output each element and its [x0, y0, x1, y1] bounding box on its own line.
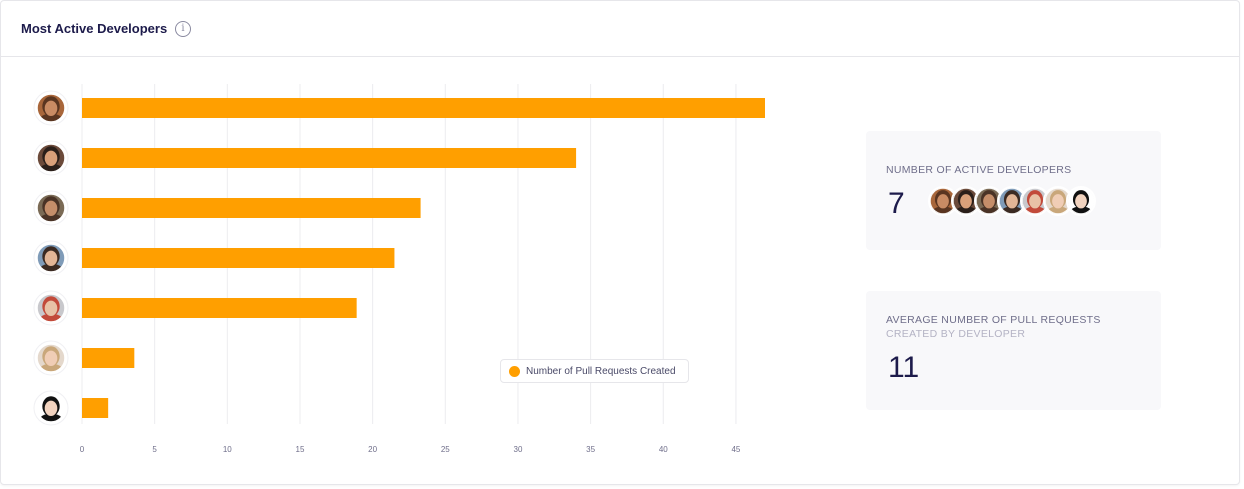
- developer-avatar[interactable]: [999, 188, 1025, 214]
- bar[interactable]: [82, 298, 357, 318]
- info-icon[interactable]: i: [175, 21, 191, 37]
- developer-avatar[interactable]: [1068, 188, 1094, 214]
- card-header: Most Active Developers i: [1, 1, 1239, 57]
- bar[interactable]: [82, 398, 109, 418]
- average-pull-requests-label: AVERAGE NUMBER OF PULL REQUESTS: [886, 314, 1101, 326]
- bar-chart: 0 5 10 15 20 25 30 35 40 45: [33, 84, 765, 454]
- average-pull-requests-sublabel: CREATED BY DEVELOPER: [886, 328, 1026, 340]
- active-developer-avatar[interactable]: [1066, 186, 1096, 216]
- developer-avatar[interactable]: [36, 143, 66, 178]
- x-tick-label: 40: [659, 445, 668, 454]
- chart-legend[interactable]: Number of Pull Requests Created: [500, 359, 689, 383]
- developer-avatar[interactable]: [36, 243, 66, 278]
- developer-avatar[interactable]: [36, 193, 66, 228]
- x-tick-label: 15: [296, 445, 305, 454]
- x-tick-label: 45: [731, 445, 740, 454]
- active-developers-label: NUMBER OF ACTIVE DEVELOPERS: [886, 164, 1072, 176]
- bar[interactable]: [82, 98, 765, 118]
- bar[interactable]: [82, 148, 577, 168]
- bar[interactable]: [82, 198, 421, 218]
- card-title: Most Active Developers: [21, 21, 168, 36]
- x-tick-label: 20: [368, 445, 377, 454]
- developer-avatar[interactable]: [36, 393, 66, 428]
- active-developer-avatar[interactable]: [997, 186, 1027, 216]
- active-developer-avatar[interactable]: [1043, 186, 1073, 216]
- x-tick-label: 30: [514, 445, 523, 454]
- bar[interactable]: [82, 248, 395, 268]
- developer-avatar[interactable]: [36, 343, 66, 378]
- developer-avatar[interactable]: [36, 293, 66, 328]
- active-developer-avatar[interactable]: [974, 186, 1004, 216]
- active-developers-card: NUMBER OF ACTIVE DEVELOPERS 7: [866, 131, 1161, 250]
- x-tick-label: 25: [441, 445, 450, 454]
- average-pull-requests-card: AVERAGE NUMBER OF PULL REQUESTS CREATED …: [866, 291, 1161, 410]
- developer-avatar[interactable]: [36, 93, 66, 128]
- x-tick-label: 35: [586, 445, 595, 454]
- legend-label: Number of Pull Requests Created: [526, 365, 676, 377]
- x-tick-label: 0: [80, 445, 85, 454]
- bar[interactable]: [82, 348, 135, 368]
- developer-avatar[interactable]: [976, 188, 1002, 214]
- x-tick-label: 10: [223, 445, 232, 454]
- developer-avatar[interactable]: [1045, 188, 1071, 214]
- x-tick-label: 5: [152, 445, 157, 454]
- legend-swatch: [509, 365, 520, 377]
- active-developers-value: 7: [888, 187, 905, 220]
- average-pull-requests-value: 11: [888, 351, 920, 384]
